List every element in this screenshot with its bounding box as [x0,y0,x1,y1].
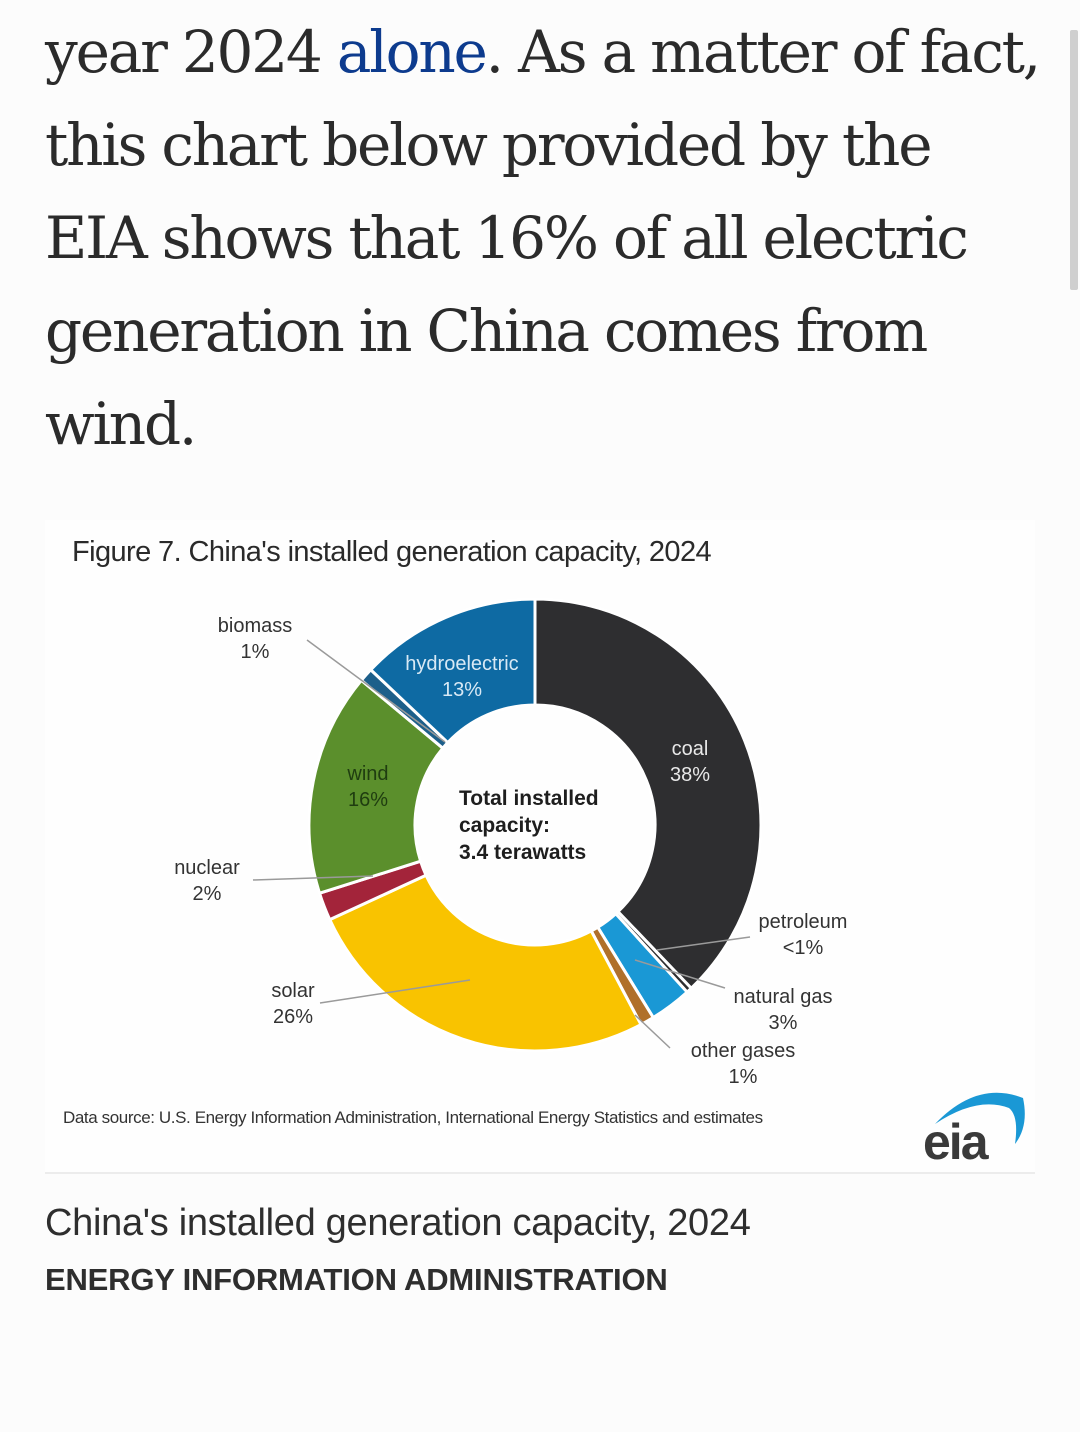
article-paragraph: year 2024 alone. As a matter of fact, th… [45,6,1045,471]
center-label-line: 3.4 terawatts [459,841,586,864]
figure-caption: China's installed generation capacity, 2… [45,1202,751,1244]
donut-chart: coal 38% petroleum <1% natural gas 3% other ga… [174,597,848,1088]
slice-value-other-gases: 1% [729,1066,758,1088]
scrollbar[interactable] [1070,30,1078,290]
figure-credit: ENERGY INFORMATION ADMINISTRATION [45,1262,668,1297]
slice-label-wind: wind [346,763,388,785]
slice-hydroelectric [368,597,537,745]
center-label-line: capacity: [459,814,550,837]
leader-line-nuclear [252,875,374,881]
paragraph-text: year 2024 [45,18,337,86]
slice-coal [533,597,763,991]
slice-value-natural-gas: 3% [769,1012,798,1034]
chart-figure: coal 38% petroleum <1% natural gas 3% other ga… [45,520,1035,1174]
slice-label-natural-gas: natural gas [734,986,833,1008]
eia-logo: eia [923,1092,1025,1166]
leader-line-natural-gas [634,959,726,989]
slice-value-petroleum: <1% [783,937,824,959]
slice-label-petroleum: petroleum [759,911,848,933]
slice-label-solar: solar [271,980,315,1002]
slice-label-biomass: biomass [218,615,292,637]
center-label-line: Total installed [459,787,599,810]
slice-value-biomass: 1% [241,641,270,663]
chart-title: Figure 7. China's installed generation c… [72,536,712,568]
leader-line-solar [319,979,471,1004]
data-source: Data source: U.S. Energy Information Adm… [63,1108,763,1127]
slice-value-solar: 26% [273,1006,313,1028]
alone-link[interactable]: alone [336,18,488,86]
slice-value-wind: 16% [348,789,388,811]
slice-label-nuclear: nuclear [174,857,240,879]
slice-label-hydroelectric: hydroelectric [405,653,518,675]
leader-line-biomass [306,639,446,743]
slice-wind [307,678,445,896]
svg-text:eia: eia [923,1114,990,1166]
slice-value-hydroelectric: 13% [442,679,482,701]
slice-label-other-gases: other gases [691,1040,796,1062]
slice-value-coal: 38% [670,764,710,786]
paragraph-text: . As a matter of fact, this chart below … [45,18,1041,458]
slice-solar [327,873,644,1053]
leader-line-other-gases [634,1014,671,1049]
leader-line-petroleum [656,936,751,951]
slice-label-coal: coal [672,738,709,760]
slice-value-nuclear: 2% [193,883,222,905]
